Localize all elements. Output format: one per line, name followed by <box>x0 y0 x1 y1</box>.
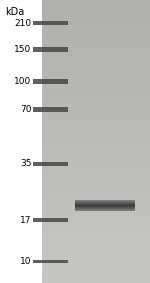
Bar <box>33 162 68 166</box>
Bar <box>33 78 68 84</box>
Bar <box>33 260 68 263</box>
Text: 17: 17 <box>20 216 32 225</box>
Bar <box>0 0 42 283</box>
Bar <box>33 21 68 25</box>
Bar <box>33 107 68 112</box>
Bar <box>33 47 68 52</box>
Text: 35: 35 <box>20 159 32 168</box>
Text: 70: 70 <box>20 105 32 114</box>
Text: 100: 100 <box>14 77 32 86</box>
Bar <box>33 218 68 222</box>
Text: 10: 10 <box>20 257 32 266</box>
Text: 150: 150 <box>14 45 32 54</box>
Text: kDa: kDa <box>5 7 25 17</box>
Text: 210: 210 <box>14 19 32 28</box>
